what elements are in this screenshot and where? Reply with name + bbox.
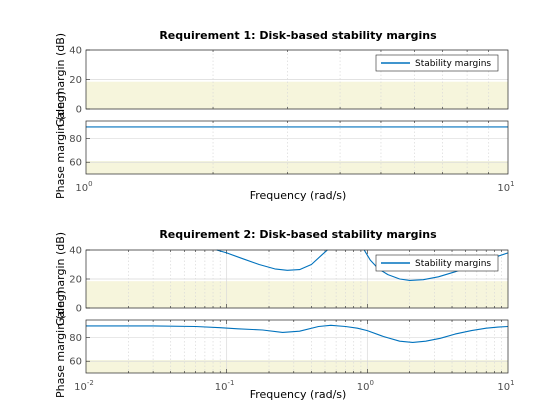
bound-region xyxy=(86,281,508,308)
y-tick-label: 80 xyxy=(69,134,82,145)
y-tick-label: 80 xyxy=(69,333,82,344)
y-axis-label-phase: Phase margin (deg) xyxy=(54,91,67,199)
series-line xyxy=(216,249,328,271)
y-tick-label: 40 xyxy=(69,46,82,57)
legend: Stability margins xyxy=(375,54,499,72)
axes-box xyxy=(85,120,509,175)
chart-requirement-1: Requirement 1: Disk-based stability marg… xyxy=(54,29,515,202)
x-axis-label: Frequency (rad/s) xyxy=(250,189,347,202)
y-tick-label: 0 xyxy=(76,105,82,116)
legend-box xyxy=(375,254,499,272)
series-line xyxy=(86,324,509,343)
legend-box xyxy=(375,54,499,72)
y-tick-label: 20 xyxy=(69,75,82,86)
axes-panel: 0 20 40 Stability margins xyxy=(69,246,509,315)
axes-box xyxy=(85,249,509,309)
bound-region xyxy=(86,161,508,174)
y-tick-label: 20 xyxy=(69,275,82,286)
x-axis-label: Frequency (rad/s) xyxy=(250,388,347,401)
axes-panel: 60 80 xyxy=(69,319,509,374)
x-tick-label: 101 xyxy=(497,379,514,393)
y-axis-label-gain: Gain margin (dB) xyxy=(54,33,67,127)
chart-title: Requirement 2: Disk-based stability marg… xyxy=(159,228,437,241)
axes-panel: 60 80 xyxy=(69,120,509,175)
y-tick-label: 40 xyxy=(69,246,82,257)
axes-box xyxy=(85,49,509,110)
y-tick-label: 60 xyxy=(69,357,82,368)
bound-region xyxy=(86,360,508,373)
x-tick-label: 10-2 xyxy=(74,379,94,393)
y-axis-label-gain: Gain margin (dB) xyxy=(54,232,67,326)
y-tick-label: 0 xyxy=(76,304,82,315)
x-tick-label: 101 xyxy=(497,180,514,194)
axes-box xyxy=(85,319,509,374)
y-axis-label-phase: Phase margin (deg) xyxy=(54,290,67,398)
x-tick-label: 10-1 xyxy=(215,379,235,393)
legend: Stability margins xyxy=(375,254,499,272)
y-tick-label: 60 xyxy=(69,158,82,169)
x-tick-label: 100 xyxy=(357,379,374,393)
chart-title: Requirement 1: Disk-based stability marg… xyxy=(159,29,437,42)
bound-region xyxy=(86,81,508,109)
chart-requirement-2: Requirement 2: Disk-based stability marg… xyxy=(54,228,515,401)
x-tick-label: 100 xyxy=(75,180,92,194)
legend-entry: Stability margins xyxy=(415,259,491,269)
legend-entry: Stability margins xyxy=(415,59,491,69)
axes-panel: 0 20 40 Stability margins xyxy=(69,46,509,116)
